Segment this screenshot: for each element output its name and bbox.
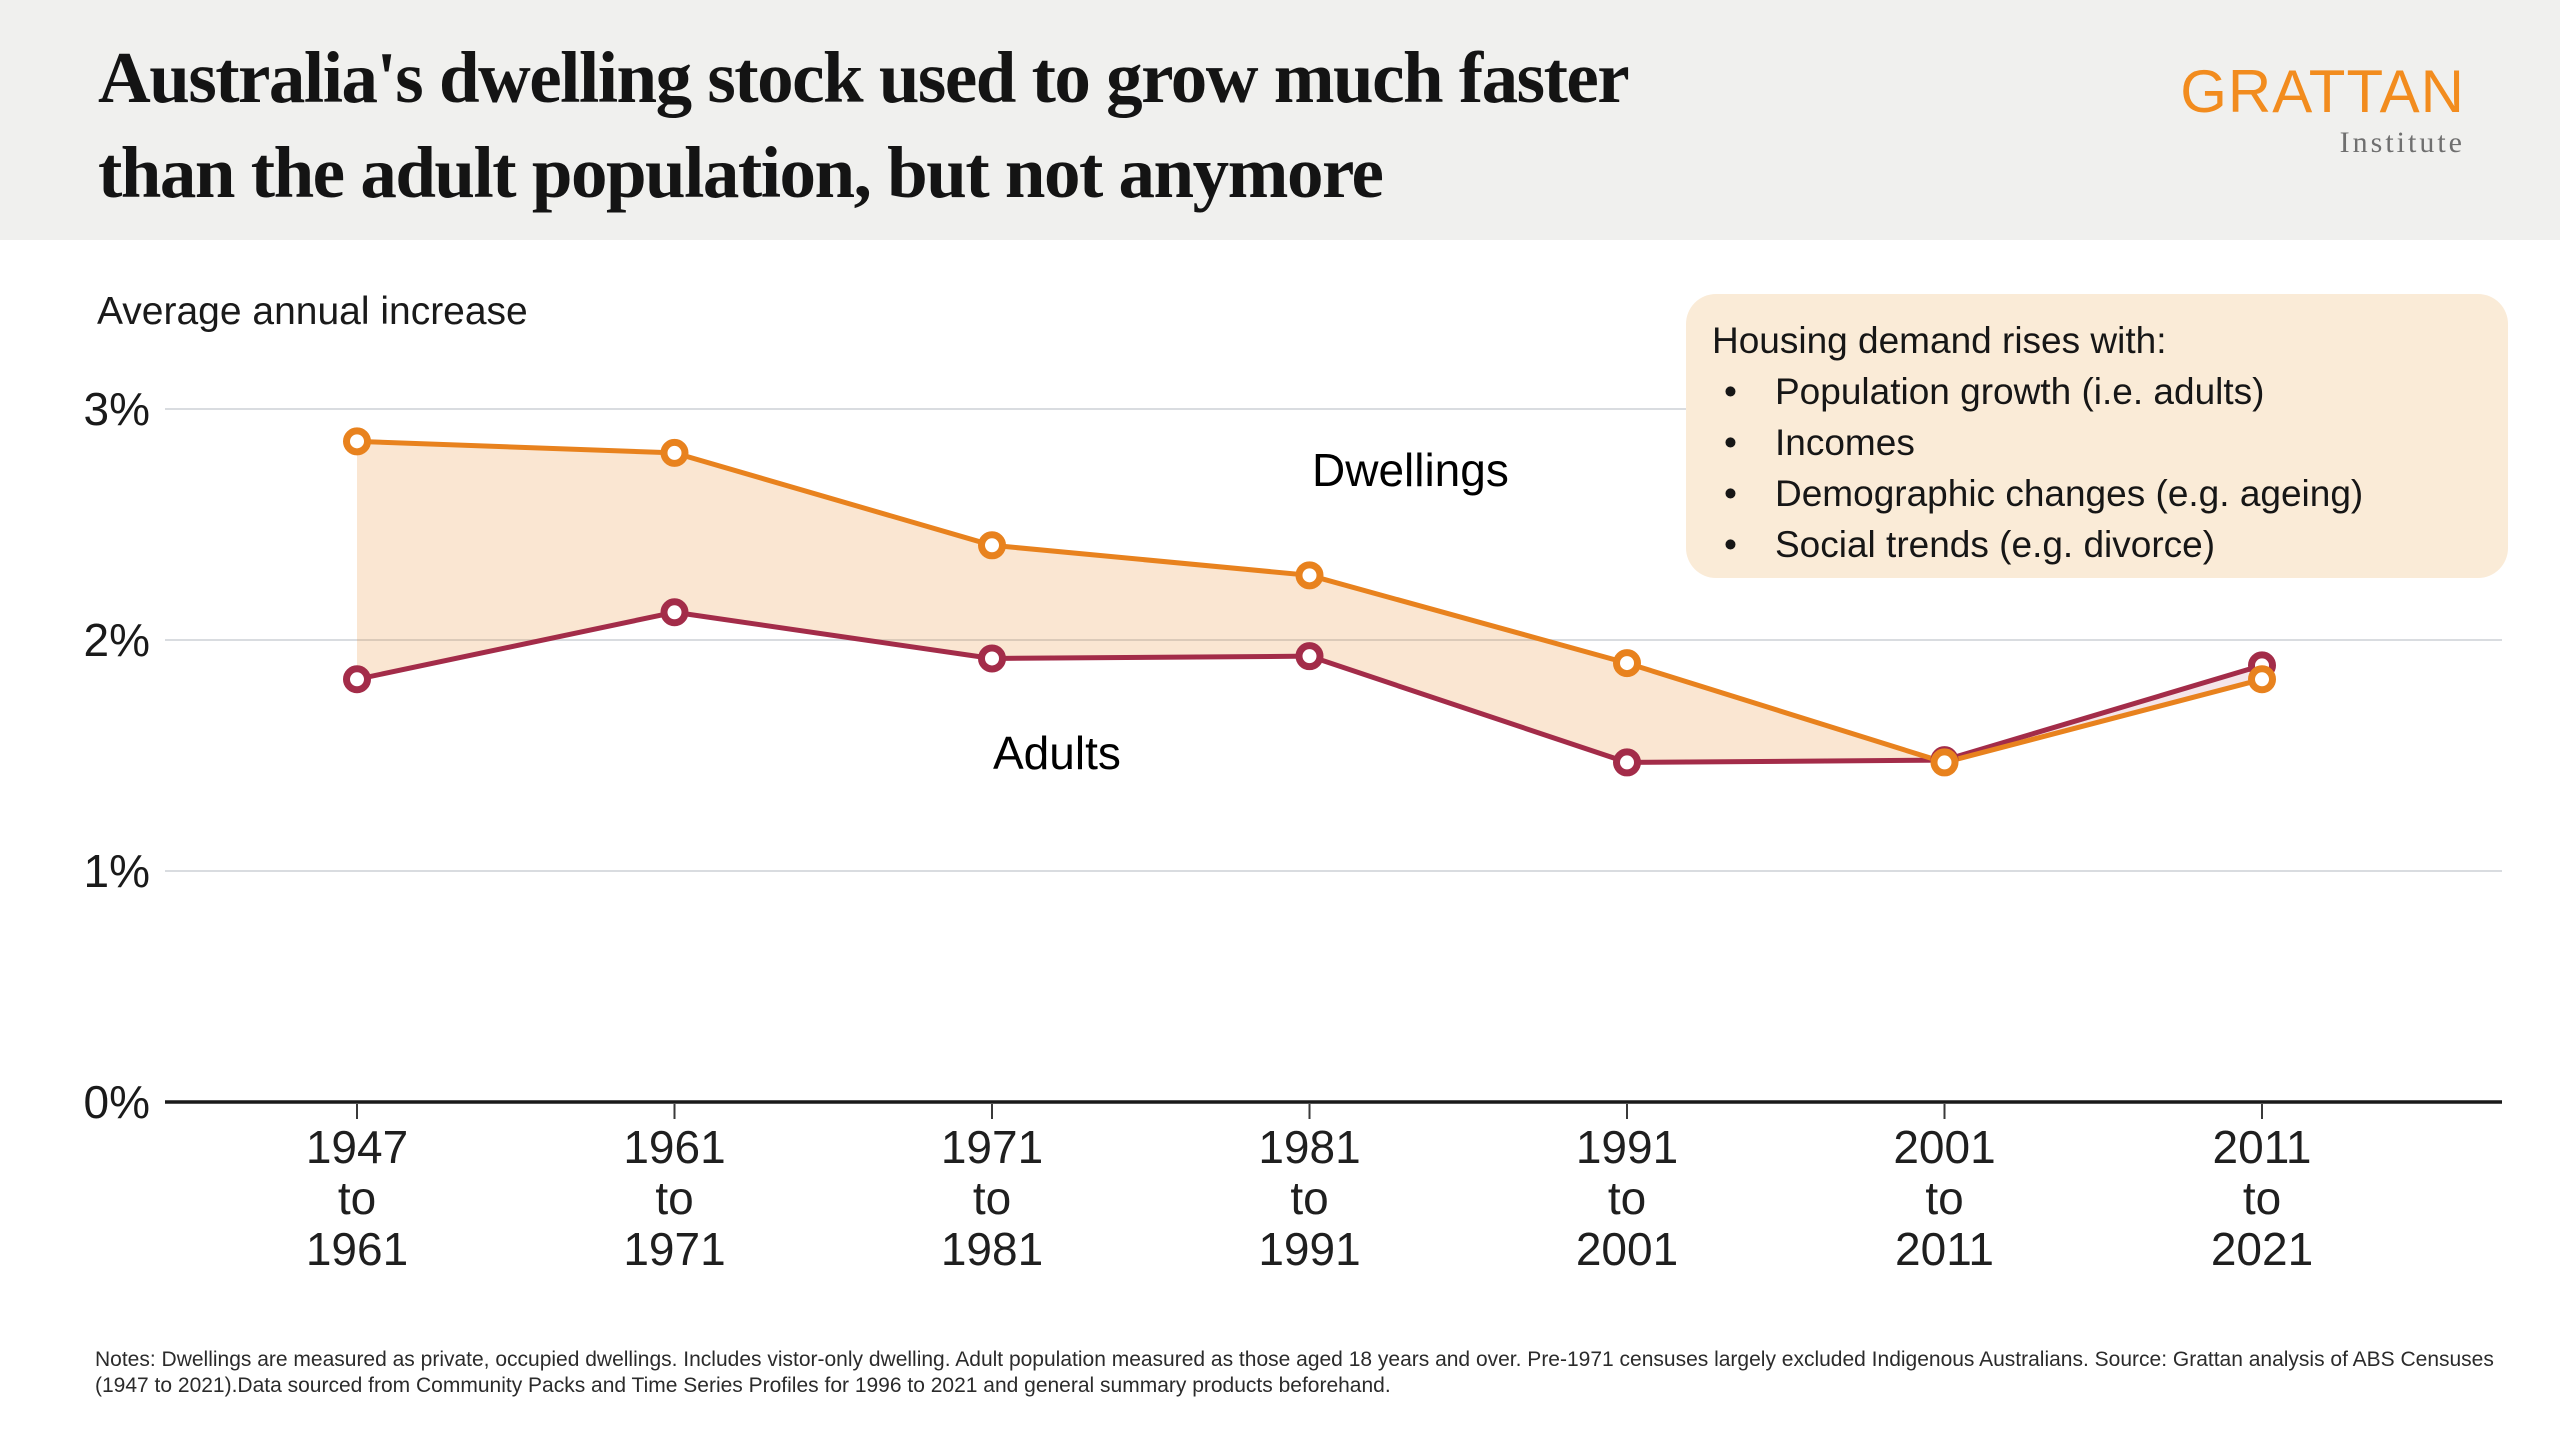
x-axis-label-line: 1981 [1258, 1121, 1361, 1173]
x-axis-label: 1981 to 1991 [1210, 1122, 1410, 1275]
dwellings-marker [1613, 649, 1641, 678]
x-axis-label-line: to [1290, 1172, 1329, 1224]
x-axis-label-line: 1991 [1258, 1223, 1361, 1275]
adults-series-label: Adults [993, 727, 1121, 779]
headline-line1: Australia's dwelling stock used to grow … [98, 37, 1630, 118]
x-axis-label-line: 2001 [1575, 1223, 1679, 1275]
annotation-box: Housing demand rises with: Population gr… [1686, 294, 2508, 578]
y-tick-label-3%: 3% [83, 383, 150, 435]
x-axis-label-line: 1961 [623, 1121, 726, 1173]
x-axis-label: 1991 to 2001 [1527, 1122, 1727, 1275]
x-axis-label: 2011 to 2021 [2162, 1122, 2362, 1275]
x-axis-label-line: 2001 [1893, 1121, 1996, 1173]
grattan-logo: GRATTAN Institute [2180, 62, 2465, 158]
dwellings-marker [2248, 665, 2276, 694]
y-tick-label-1%: 1% [83, 845, 150, 897]
x-axis-label-line: 1971 [940, 1121, 1044, 1173]
chart-headline: Australia's dwelling stock used to grow … [98, 30, 1630, 220]
y-axis-title: Average annual increase [97, 290, 528, 333]
adults-marker [1613, 748, 1641, 777]
annotation-heading: Housing demand rises with: [1712, 320, 2167, 361]
dwellings-marker [660, 438, 689, 467]
x-axis-label-line: to [1607, 1172, 1647, 1224]
x-axis-label-line: 1961 [305, 1223, 409, 1275]
band-dwellings-above [357, 441, 1945, 763]
x-axis-label: 1971 to 1981 [892, 1122, 1092, 1275]
y-tick-label-0%: 0% [83, 1076, 150, 1128]
x-axis-label-line: 1981 [940, 1223, 1044, 1275]
x-axis-label-line: to [337, 1172, 377, 1224]
annotation-bullet: Incomes [1712, 417, 2484, 468]
x-axis-label-line: to [655, 1172, 694, 1224]
y-tick-label-2%: 2% [83, 614, 150, 666]
x-axis-label-line: to [2242, 1172, 2282, 1224]
annotation-bullet: Population growth (i.e. adults) [1712, 366, 2484, 417]
x-axis-label-line: 1991 [1575, 1121, 1679, 1173]
x-axis-label-line: to [1925, 1172, 1964, 1224]
grattan-logo-subtitle: Institute [2339, 126, 2465, 159]
annotation-bullet: Demographic changes (e.g. ageing) [1712, 468, 2484, 519]
x-axis-label-line: to [972, 1172, 1012, 1224]
x-axis-label-line: 2011 [1895, 1223, 1994, 1275]
x-axis-label: 2001 to 2011 [1845, 1122, 2045, 1275]
annotation-bullet: Social trends (e.g. divorce) [1712, 519, 2484, 570]
adults-marker [978, 644, 1006, 673]
dwellings-series-label: Dwellings [1312, 444, 1509, 496]
headline-line2: than the adult population, but not anymo… [98, 132, 1384, 213]
annotation-bullet-list: Population growth (i.e. adults)IncomesDe… [1712, 366, 2484, 570]
grattan-logo-wordmark: GRATTAN [2180, 58, 2465, 125]
dwellings-marker [343, 427, 371, 456]
x-axis-label: 1947 to 1961 [257, 1122, 457, 1275]
notes-text: Notes: Dwellings are measured as private… [95, 1348, 2494, 1397]
adults-marker [660, 598, 689, 627]
x-axis-label-line: 2011 [2212, 1121, 2312, 1173]
dwellings-marker [1295, 561, 1324, 590]
header-band [0, 0, 2560, 240]
dwellings-marker [978, 531, 1006, 560]
x-axis-label: 1961 to 1971 [575, 1122, 775, 1275]
dwellings-marker [1930, 748, 1959, 777]
x-axis-label-line: 1947 [305, 1121, 409, 1173]
adults-marker [343, 665, 371, 694]
adults-marker [1295, 642, 1324, 671]
x-axis-label-line: 1971 [623, 1223, 726, 1275]
x-axis-label-line: 2021 [2210, 1223, 2314, 1275]
